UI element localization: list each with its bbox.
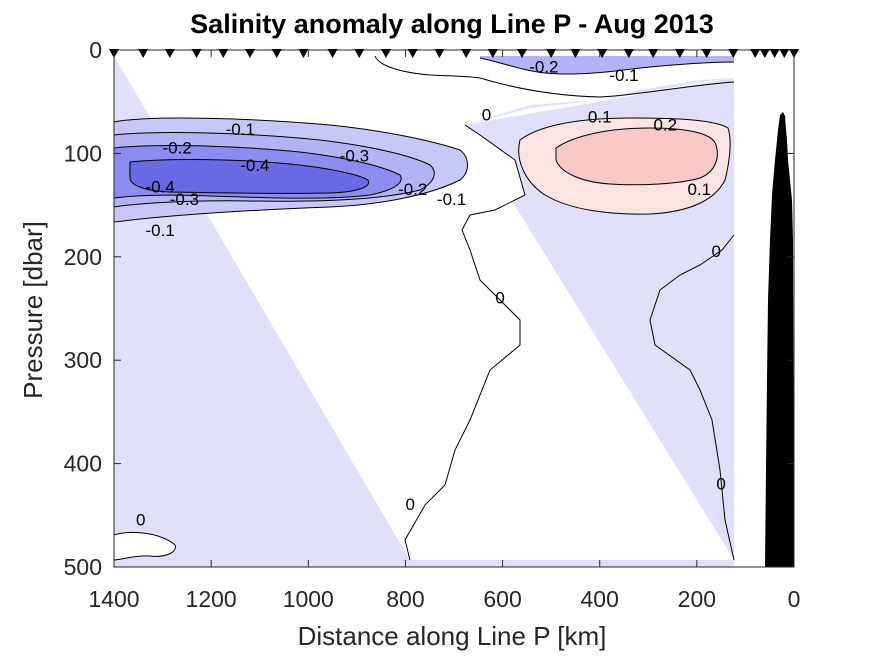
- contour-line-pos-0.1: [518, 117, 731, 215]
- contour-label: 0: [495, 288, 504, 307]
- x-axis-ticks: 1400 1200 1000 800 600 400 200 0: [88, 50, 800, 612]
- anomaly-band-zero-bottom-left: [114, 532, 176, 560]
- contour-label: -0.4: [145, 178, 174, 197]
- bathymetry-silhouette: [765, 112, 794, 567]
- x-axis-label: Distance along Line P [km]: [298, 621, 607, 651]
- station-marker: [191, 49, 202, 58]
- contour-line-pos-0.2: [555, 127, 718, 186]
- contour-labels: -0.1-0.2-0.1-0.2-0.4 -0.3-0.4-0.3-0.2-0.1…: [136, 58, 726, 530]
- contour-lines: [114, 55, 735, 561]
- station-marker: [487, 49, 498, 58]
- station-marker: [570, 49, 581, 58]
- contour-label: -0.3: [340, 147, 369, 166]
- x-tick-label: 600: [483, 586, 521, 612]
- contour-line-neg-0.1-subsurface: [114, 117, 468, 223]
- anomaly-band-neg-subsurface-4: [130, 159, 369, 194]
- contour-label: 0.1: [588, 107, 612, 126]
- y-tick-label: 500: [64, 554, 102, 580]
- plot-frame: [113, 49, 795, 568]
- station-marker: [327, 49, 338, 58]
- station-marker: [461, 49, 472, 58]
- station-marker: [434, 49, 445, 58]
- y-axis-ticks: 0 100 200 300 400 500: [64, 37, 794, 580]
- contour-fills: [114, 50, 794, 567]
- station-marker: [623, 49, 634, 58]
- station-markers: [109, 49, 799, 58]
- contour-line-neg-0.4-subsurface: [129, 159, 370, 194]
- station-marker: [245, 49, 255, 58]
- contour-label: 0: [712, 242, 721, 261]
- station-marker: [218, 49, 229, 58]
- x-tick-label: 200: [678, 586, 716, 612]
- contour-label: 0: [406, 495, 415, 514]
- contour-label: -0.1: [226, 120, 255, 139]
- contour-label: -0.2: [162, 138, 191, 157]
- x-tick-label: 800: [386, 586, 424, 612]
- contour-label: 0: [482, 105, 491, 124]
- anomaly-band-neg-right: [650, 235, 734, 560]
- station-marker: [138, 49, 149, 58]
- station-marker: [271, 49, 282, 58]
- contour-label: 0: [136, 511, 145, 530]
- y-tick-label: 100: [64, 140, 102, 166]
- contour-line-neg-0.3-subsurface: [114, 144, 402, 199]
- y-tick-label: 0: [89, 37, 102, 63]
- station-marker: [298, 49, 309, 58]
- x-tick-label: 1000: [283, 586, 334, 612]
- contour-label: 0.1: [687, 180, 711, 199]
- y-axis-label: Pressure [dbar]: [18, 221, 48, 399]
- contour-label: -0.3: [170, 190, 199, 209]
- station-marker: [164, 49, 175, 58]
- station-marker: [701, 49, 712, 58]
- station-marker: [546, 49, 557, 58]
- x-tick-label: 0: [788, 586, 801, 612]
- contour-line-zero-bottom-left: [114, 531, 176, 561]
- contour-line-neg-0.2-surface: [479, 57, 735, 75]
- contour-line-zero-right: [649, 234, 735, 561]
- station-marker: [769, 49, 780, 58]
- contour-line-neg-0.1-surface: [374, 55, 735, 98]
- contour-label: -0.1: [609, 66, 638, 85]
- x-tick-label: 400: [581, 586, 619, 612]
- y-tick-label: 300: [64, 347, 102, 373]
- contour-label: -0.1: [145, 221, 174, 240]
- x-tick-label: 1400: [88, 586, 139, 612]
- y-tick-label: 200: [64, 244, 102, 270]
- contour-label: -0.2: [529, 58, 558, 77]
- contour-label: -0.4: [240, 156, 269, 175]
- station-marker: [381, 49, 391, 58]
- x-tick-label: 1200: [186, 586, 237, 612]
- contour-line-zero-left: [404, 124, 526, 561]
- anomaly-band-neg-medium-surface: [480, 56, 734, 75]
- station-marker: [750, 49, 761, 58]
- station-marker: [648, 49, 659, 58]
- station-marker: [674, 49, 685, 58]
- anomaly-band-pos-medium: [556, 128, 718, 185]
- contour-label: -0.2: [398, 180, 427, 199]
- station-marker: [354, 49, 365, 58]
- contour-label: -0.1: [437, 190, 466, 209]
- station-marker: [517, 49, 527, 58]
- contour-label: 0.2: [653, 116, 677, 135]
- station-marker: [779, 49, 790, 58]
- station-marker: [407, 49, 418, 58]
- contour-line-neg-0.2-subsurface: [114, 132, 435, 208]
- station-marker: [759, 49, 770, 58]
- station-marker: [728, 49, 739, 58]
- y-tick-label: 400: [64, 451, 102, 477]
- chart-title: Salinity anomaly along Line P - Aug 2013: [190, 9, 714, 39]
- anomaly-band-zero-right: [405, 125, 734, 560]
- contour-label: 0: [716, 474, 725, 493]
